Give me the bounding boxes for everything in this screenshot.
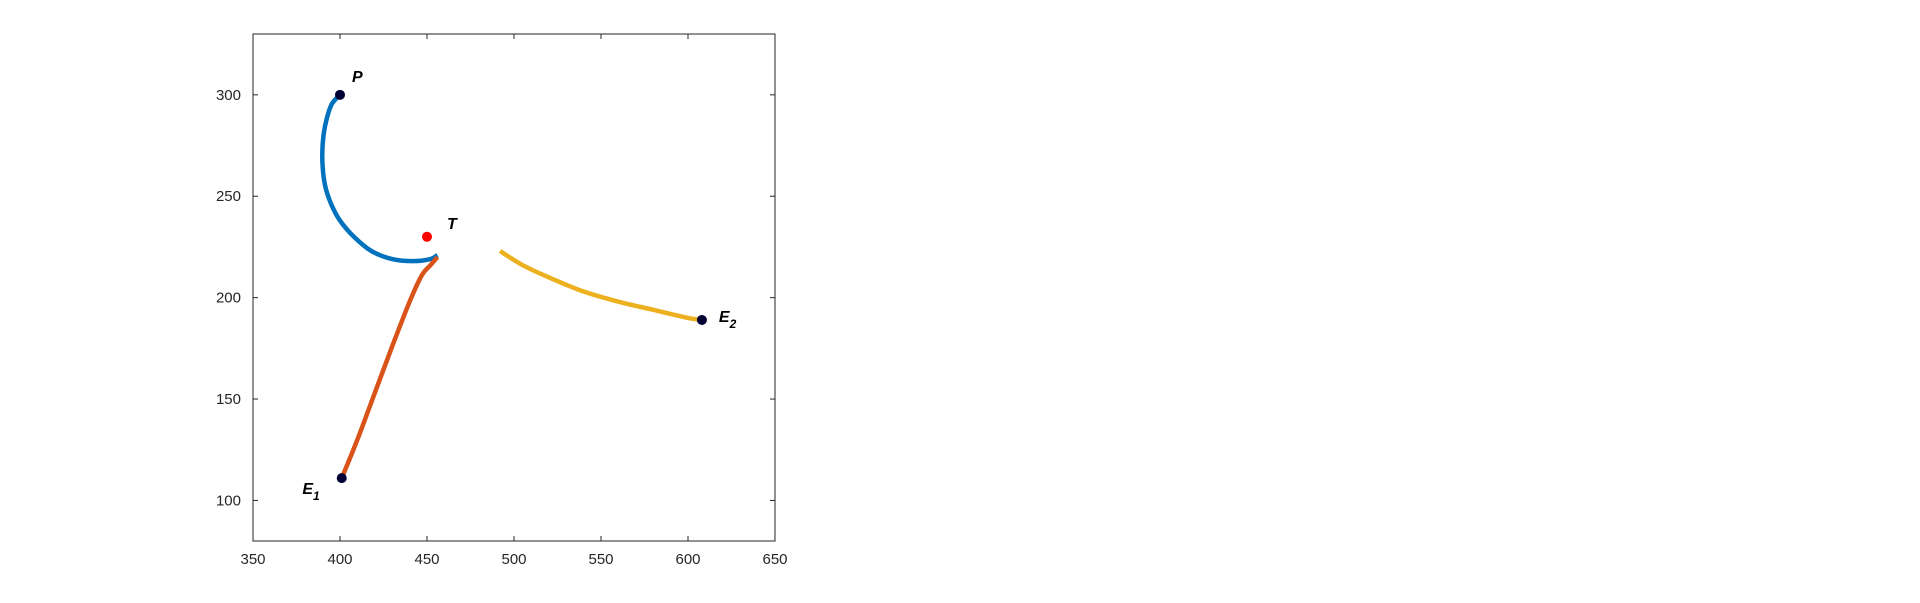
y-tick-label: 300 [216,87,241,104]
y-tick-label: 150 [216,391,241,408]
y-tick-label: 250 [216,188,241,205]
point-label-subscript: 1 [313,489,320,503]
point-marker-e2 [696,314,707,325]
series-line-3 [498,249,703,323]
point-label-text: T [447,216,458,233]
series-layer [320,93,703,479]
plot-background [253,34,775,541]
x-tick-label: 500 [501,551,526,568]
x-tick-label: 650 [762,551,787,568]
point-marker-e1 [336,473,347,484]
point-label-e2: E2 [719,309,737,331]
x-tick-label: 550 [588,551,613,568]
x-tick-label: 350 [240,551,265,568]
x-tick-label: 450 [414,551,439,568]
series-line-1 [320,93,439,264]
point-label-subscript: 2 [729,317,737,331]
series-line-2 [339,255,440,479]
point-label-text: P [352,69,363,86]
point-label-e1: E1 [302,481,320,503]
point-marker-p [335,89,345,100]
point-marker-t [422,231,432,242]
plot-frame [252,33,776,542]
point-label-p: P [352,69,363,86]
y-axis-ticks: 100 150 200 250 300 [216,87,775,509]
point-label-text: E [302,481,314,498]
x-tick-label: 600 [675,551,700,568]
point-label-t: T [447,216,458,233]
point-label-text: E [719,309,731,326]
x-axis-ticks: 350 400 450 500 550 600 650 [240,34,788,568]
x-tick-label: 400 [327,551,352,568]
y-tick-label: 200 [216,290,241,307]
y-tick-label: 100 [216,492,241,509]
